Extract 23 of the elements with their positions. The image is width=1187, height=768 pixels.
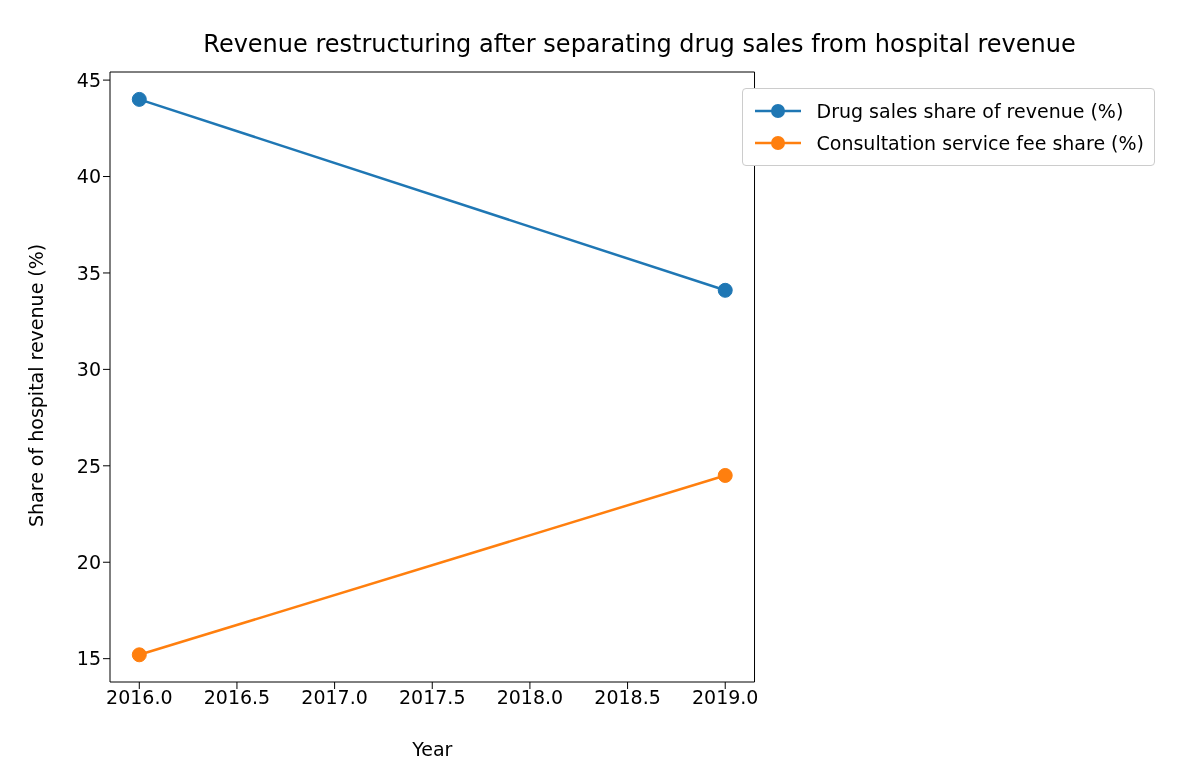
x-tick-label: 2017.5 (399, 686, 466, 709)
y-axis-title: Share of hospital revenue (%) (24, 243, 47, 527)
point (717, 282, 733, 298)
x-tick-label: 2019.0 (691, 686, 759, 709)
x-axis-title: Year (411, 738, 453, 760)
y-tick-label: 45 (76, 68, 101, 91)
legend-label: Consultation service fee share (%) (816, 132, 1144, 154)
y-tick-label: 25 (76, 454, 101, 477)
point (131, 91, 147, 107)
chart-title: Revenue restructuring after separating drug sales from hospital revenue (202, 30, 1077, 58)
x-tick-label: 2016.5 (203, 686, 271, 709)
y-tick-label: 35 (76, 261, 101, 284)
point (717, 467, 733, 483)
y-tick-label: 20 (76, 550, 101, 573)
x-tick-label: 2016.0 (106, 686, 173, 709)
x-tick-label: 2017.0 (301, 686, 368, 709)
legend-label: Drug sales share of revenue (%) (816, 100, 1124, 122)
x-tick-label: 2018.0 (496, 686, 564, 709)
y-tick-label: 40 (76, 165, 101, 188)
point (131, 647, 147, 663)
x-tick-label: 2018.5 (594, 686, 661, 709)
y-tick-label: 15 (76, 647, 101, 670)
y-tick-label: 30 (76, 358, 101, 381)
